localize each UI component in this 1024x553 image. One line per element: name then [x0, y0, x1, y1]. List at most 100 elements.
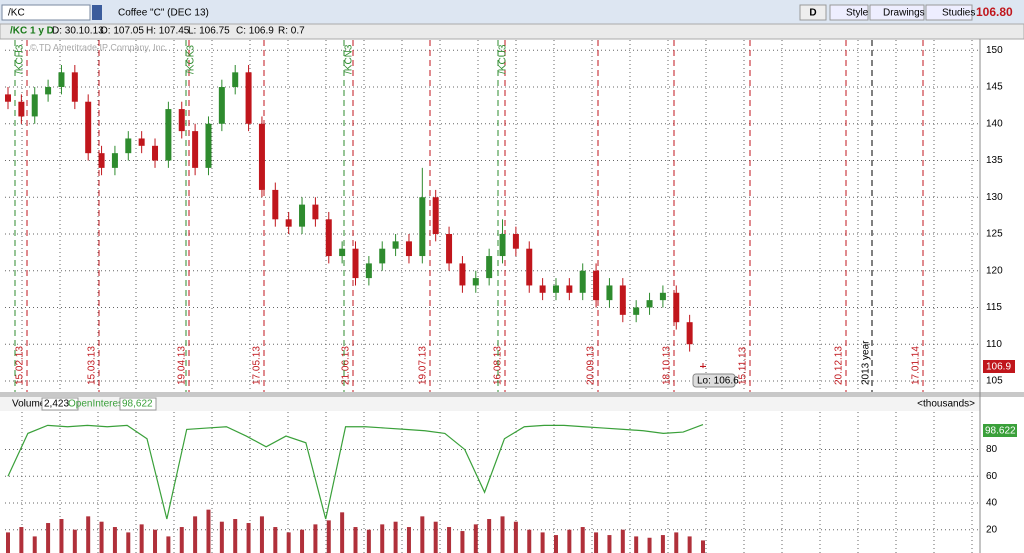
volume-bar: [193, 516, 198, 553]
contract-label: /KCN3: [344, 44, 355, 74]
date-label: 15.02.13: [15, 346, 26, 385]
volume-bar: [567, 529, 572, 553]
y-tick-label: 130: [986, 192, 1003, 203]
volume-bar: [273, 527, 278, 553]
volume-bar: [433, 521, 438, 553]
price-badge-label: 106.9: [986, 362, 1011, 373]
volume-bar: [99, 521, 104, 553]
info-item: L: 106.75: [188, 26, 230, 37]
contract-label: /KCK3: [186, 45, 197, 74]
contract-label: /KCU3: [498, 44, 509, 74]
candle-body: [205, 123, 212, 168]
candle-body: [45, 87, 52, 95]
style-button[interactable]: [829, 4, 869, 21]
volume-bar: [326, 520, 331, 553]
studies-button[interactable]: [925, 4, 973, 21]
volume-bar: [139, 524, 144, 553]
volume-bar: [259, 516, 264, 553]
symbol: /KC: [8, 8, 25, 19]
candle-body: [579, 270, 586, 293]
candle-body: [593, 270, 600, 301]
candle-body: [312, 204, 319, 220]
candle-body: [405, 241, 412, 257]
year-label: 2013 year: [861, 340, 872, 385]
candle-body: [700, 365, 706, 368]
symbol-box[interactable]: [1, 4, 91, 21]
volume-bar: [366, 529, 371, 553]
candle-body: [192, 131, 199, 168]
volume-bar: [206, 509, 211, 553]
button-label: Style: [846, 8, 869, 19]
candle-body: [31, 94, 38, 117]
volume-bar: [607, 535, 612, 553]
description: Coffee "C" (DEC 13): [118, 8, 209, 19]
date-label: 21.06.13: [341, 346, 352, 385]
panel-divider: [0, 392, 1024, 397]
date-label: 15.03.13: [87, 346, 98, 385]
y-tick-label: 115: [986, 302, 1002, 313]
candle-body: [232, 72, 239, 88]
candle-body: [58, 72, 65, 88]
date-label: 17.05.13: [252, 346, 263, 385]
low-badge: [692, 373, 736, 388]
volume-bar: [687, 536, 692, 553]
candle-body: [526, 248, 533, 286]
volume-bar: [460, 531, 465, 553]
candle-body: [446, 234, 453, 264]
legend-name: OpenInterest: [68, 399, 126, 410]
volume-bar: [126, 532, 131, 553]
candle-body: [499, 234, 506, 257]
legend-value: 98,622: [122, 399, 153, 410]
date-label: 15.11.13: [738, 346, 749, 385]
candle-body: [71, 72, 78, 102]
candle-body: [98, 153, 105, 168]
volume-bar: [59, 519, 64, 553]
candle-body: [392, 241, 399, 249]
volume-bar: [660, 535, 665, 553]
candle-body: [552, 285, 559, 293]
info-item: /KC 1 y D: [10, 26, 54, 37]
candle-body: [432, 197, 439, 235]
info-item: D: 30.10.13: [52, 26, 104, 37]
volume-bar: [620, 529, 625, 553]
candle-body: [486, 256, 493, 279]
volume-bar: [179, 527, 184, 553]
candle-body: [18, 101, 25, 117]
volume-bar: [300, 529, 305, 553]
period-button[interactable]: [799, 4, 827, 21]
info-item: O: 107.05: [100, 26, 144, 37]
date-label: 19.07.13: [418, 346, 429, 385]
volume-bar: [674, 532, 679, 553]
candle-body: [339, 248, 346, 257]
volume-bar: [406, 527, 411, 553]
oi-badge: [983, 424, 1017, 437]
candle-body: [459, 263, 466, 286]
candle-body: [272, 189, 279, 220]
volume-bar: [340, 512, 345, 553]
legend-box: [41, 397, 79, 411]
candle-body: [218, 87, 225, 124]
watermark: © TD Ameritrade IP Company, Inc.: [30, 42, 168, 52]
volume-bar: [153, 529, 158, 553]
volume-bar: [353, 527, 358, 553]
volume-bar: [112, 527, 117, 553]
volume-bar: [72, 529, 77, 553]
date-label: 20.09.13: [586, 346, 597, 385]
candle-body: [419, 197, 426, 257]
drawings-button[interactable]: [869, 4, 925, 21]
volume-bar: [527, 529, 532, 553]
date-label: 17.01.14: [911, 346, 922, 385]
symbol-dropdown[interactable]: [92, 5, 102, 20]
volume-bar: [380, 524, 385, 553]
candle-body: [472, 278, 479, 286]
volume-bar: [447, 527, 452, 553]
y-tick-label: 60: [986, 471, 998, 482]
volume-bar: [500, 516, 505, 553]
y-tick-label: 150: [986, 45, 1003, 56]
y-tick-label: 110: [986, 339, 1002, 350]
volume-bar: [553, 535, 558, 553]
candle-body: [125, 138, 132, 154]
info-bar: [0, 23, 1024, 40]
y-tick-label: 20: [986, 524, 998, 535]
